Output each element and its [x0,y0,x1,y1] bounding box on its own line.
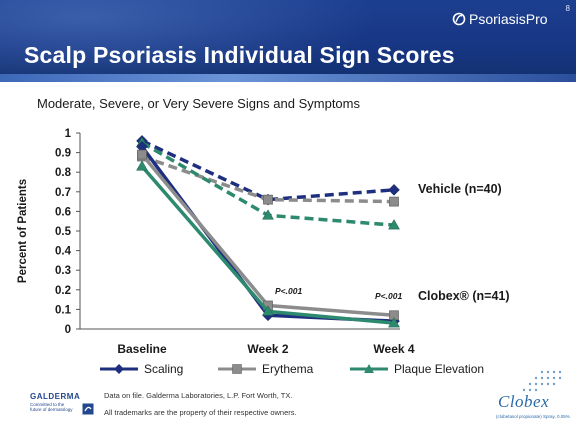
legend-label-scaling: Scaling [144,362,184,376]
chart-subtitle: Moderate, Severe, or Very Severe Signs a… [37,96,360,111]
clobex-logo: Clobex (clobetasol propionate) Spray, 0.… [494,368,574,428]
vehicle-plaque-elevation-point [388,219,400,230]
footer-trademark: All trademarks are the property of their… [104,408,297,417]
annotations: P<.001 P<.001 [275,286,402,301]
y-tick-label: 0.2 [55,285,71,297]
legend-item-scaling: Scaling [100,362,218,376]
clobex-plaque-elevation-point [388,317,400,328]
legend-swatch-plaque-elevation [350,364,388,373]
vehicle-scaling-point [388,183,400,196]
vehicle-plaque-elevation-point [262,209,274,220]
legend-label-plaque-elevation: Plaque Elevation [394,362,485,376]
vehicle-group-label: Vehicle (n=40) [418,182,502,196]
legend-item-plaque-elevation: Plaque Elevation [350,362,484,376]
legend-swatch-scaling [100,364,138,374]
p-value-annotation-week-2: P<.001 [275,286,302,296]
legend-label-erythema: Erythema [262,362,314,376]
line-chart: 0 0.1 0.2 0.3 0.4 0.5 0.6 0.7 0.8 0.9 1 Baseline We… [17,128,510,356]
x-tick-label-week-4: Week 4 [373,342,414,356]
series-group-clobex [136,140,400,328]
banner-stripe [0,74,576,82]
series-layer [136,134,400,328]
y-axis-label: Percent of Patients [17,179,29,283]
brand-logo: PsoriasisPro [452,11,548,27]
title-banner [0,0,576,82]
clobex-group-label: Clobex® (n=41) [418,289,510,303]
y-axis-ticks: 0 0.1 0.2 0.3 0.4 0.5 0.6 0.7 0.8 0.9 1 [55,128,80,336]
y-tick-label: 0.6 [55,206,71,218]
x-tick-label-week-2: Week 2 [247,342,288,356]
clobex-name: Clobex [498,392,550,411]
series-group-vehicle [136,134,400,230]
clobex-erythema-line [140,153,395,318]
y-tick-label: 0.9 [55,148,71,160]
galderma-mark-icon [82,403,94,415]
page-number: 8 [565,4,570,13]
psoriasispro-mark-icon [452,12,466,26]
vehicle-erythema-point [263,194,273,205]
y-tick-label: 0 [65,324,71,336]
vehicle-scaling-line [141,139,395,202]
clobex-tagline: (clobetasol propionate) Spray, 0.05% [496,414,570,419]
clobex-scaling-line [140,145,395,323]
legend-item-erythema: Erythema [218,362,350,376]
clobex-dots-icon [522,370,562,392]
banner-glow [0,0,380,82]
brand-name: PsoriasisPro [469,11,548,27]
y-tick-label: 0.5 [55,226,72,238]
y-tick-label: 0.4 [55,246,72,258]
y-tick-label: 0.8 [55,167,72,179]
y-tick-label: 0.7 [55,187,71,199]
chart-legend: Scaling Erythema Plaque Elevation [100,362,484,376]
clobex-plaque-elevation-point [262,305,274,316]
group-labels: Vehicle (n=40) Clobex® (n=41) [418,182,510,303]
y-tick-label: 1 [65,128,72,140]
clobex-plaque-elevation-point [136,160,148,171]
galderma-logo: GALDERMA Committed to the future of derm… [30,392,96,422]
slide-title: Scalp Psoriasis Individual Sign Scores [24,42,455,68]
x-tick-label-baseline: Baseline [117,342,167,356]
x-axis-labels: Baseline Week 2 Week 4 [117,342,415,356]
legend-swatch-erythema [218,364,256,374]
clobex-plaque-elevation-line [140,165,395,325]
y-tick-label: 0.3 [55,265,71,277]
footer-source: Data on file. Galderma Laboratories, L.P… [104,391,293,400]
clobex-erythema-point [137,149,147,160]
vehicle-erythema-point [389,196,399,207]
galderma-tagline: Committed to the future of dermatology [30,402,73,412]
galderma-name: GALDERMA [30,392,81,401]
y-tick-label: 0.1 [55,304,72,316]
p-value-annotation-week-4: P<.001 [375,291,402,301]
